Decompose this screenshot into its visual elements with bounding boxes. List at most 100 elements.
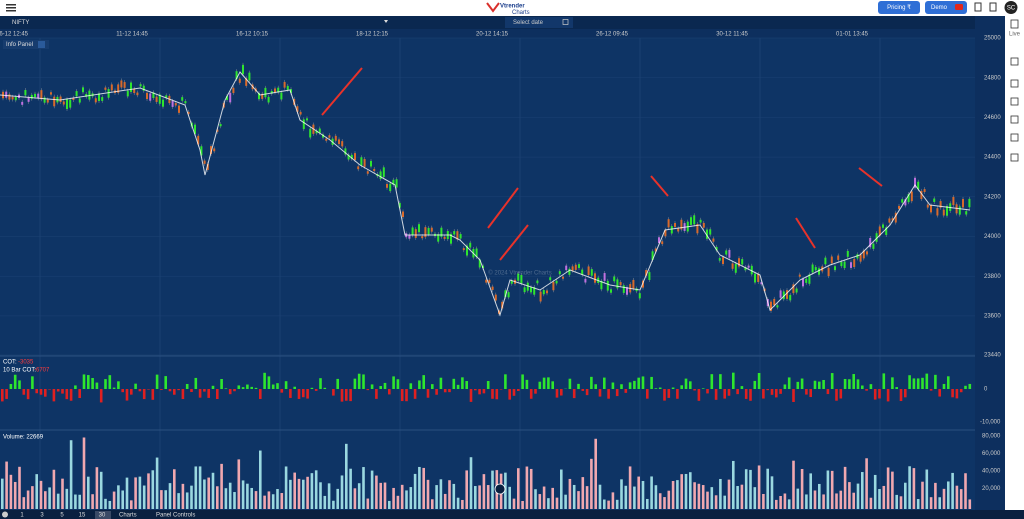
volume-bar [779,495,782,509]
cot-bar [615,389,619,397]
candle [904,199,907,206]
candle [696,223,699,234]
info-toggle[interactable] [38,41,45,48]
volume-bar [869,497,873,509]
cot-bar [130,389,133,395]
cot-bar [5,389,8,399]
cot-bar [749,389,752,401]
cot-bar [332,389,335,396]
volume-bar [13,481,17,509]
candle [155,96,158,102]
candle [622,285,625,293]
volume-bar [654,485,658,509]
cot-bar [766,389,769,391]
cot-bar [439,377,443,389]
info-panel-label: Info Panel [6,42,33,48]
candle [786,290,788,299]
candle [923,189,926,192]
avatar[interactable] [1004,1,1018,14]
interval[interactable]: 3 [40,513,44,519]
cot-bar [177,389,180,391]
charts-tab[interactable]: Charts [119,513,137,519]
candle [72,97,75,100]
cot-bar [848,379,851,389]
cot-bar [551,381,554,389]
volume-bar [701,485,705,509]
candle [677,228,680,232]
candle [805,278,808,283]
candle [738,258,740,267]
volume-bar [732,460,735,509]
interval[interactable]: 30 [99,513,106,519]
volume-bar [233,492,236,509]
volume-bar [865,458,868,509]
cot-bar [254,387,258,389]
candle [370,160,372,167]
candle [280,92,283,100]
info-panel[interactable] [3,40,49,49]
interval[interactable]: 5 [60,513,64,519]
cot-bar [796,381,800,389]
live-label: Live [1009,32,1021,38]
cot-bar [375,389,378,399]
sidebar-icons[interactable] [1010,19,1019,162]
symbol[interactable]: NIFTY [12,20,29,26]
price-tick: 24600 [984,115,1001,121]
candle [328,135,331,138]
volume-bar [650,476,653,509]
volume-bar [521,500,524,509]
interval[interactable]: 1 [20,513,24,519]
cot-bar [955,389,959,399]
candle [338,139,340,145]
volume-bar [237,459,241,509]
cot-bar [899,389,903,402]
volume-bar [848,482,851,509]
candle [171,100,174,107]
cot-bar [534,389,537,394]
center-control[interactable] [494,483,506,495]
volume-bar [620,479,623,509]
candle [894,212,897,223]
candle [424,227,427,238]
interval[interactable]: 15 [79,513,86,519]
cot-bar [603,377,606,389]
volume-bar [345,443,348,509]
volume-bar [69,440,73,509]
panel-controls[interactable]: Panel Controls [156,513,195,519]
candle [754,273,756,283]
interval-active [95,511,111,519]
cot-bar [830,373,834,389]
cot-bar [594,384,597,389]
pricing-button[interactable] [878,1,920,14]
menu-icon[interactable] [6,4,16,12]
volume-bar [813,490,817,509]
cot-bar [512,389,516,396]
settings-icon[interactable] [2,511,8,518]
volume-bar [228,482,232,509]
cot-bar [39,389,43,395]
volume-bar [624,485,628,509]
candle [37,93,40,99]
candle [600,280,603,290]
candle [760,282,763,285]
cot-bar [959,389,963,393]
candle [350,154,353,159]
doc-icon[interactable] [989,2,997,12]
cot-bar [787,377,791,389]
cot-bar [805,389,808,395]
cot-bar [641,376,645,389]
candle [555,280,558,284]
candle [440,227,443,237]
date-picker[interactable] [505,17,573,28]
cot-bar [577,383,580,389]
doc-icon[interactable] [974,2,982,12]
volume-bar [366,498,370,509]
candle [802,278,804,287]
candle [552,281,555,291]
cot-bar [155,374,159,389]
cot-bar [310,387,314,389]
candle [104,87,107,90]
candle [837,255,840,260]
volume-bar [203,479,206,509]
candle [85,94,88,97]
